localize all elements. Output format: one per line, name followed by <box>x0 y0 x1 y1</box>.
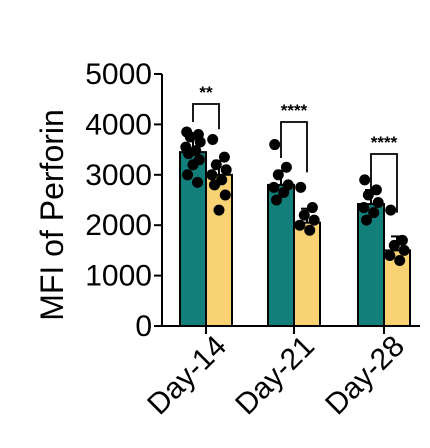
bar <box>205 173 233 327</box>
y-tick-label: 2000 <box>85 209 152 242</box>
data-point <box>295 181 307 193</box>
data-point <box>372 197 384 209</box>
data-point <box>268 181 280 193</box>
x-tick-label: Day-28 <box>319 330 411 422</box>
data-point <box>269 139 281 151</box>
data-point <box>210 159 222 171</box>
x-tick-label: Day-21 <box>229 330 321 422</box>
data-point <box>370 184 382 196</box>
data-point <box>358 202 370 214</box>
data-point <box>219 189 231 201</box>
y-tick-label: 0 <box>135 310 152 343</box>
significance-bracket <box>370 153 398 213</box>
bar <box>357 203 385 327</box>
data-point <box>368 207 380 219</box>
significance-bracket <box>280 121 308 173</box>
y-tick-label: 3000 <box>85 159 152 192</box>
bar <box>293 221 321 327</box>
bar <box>267 183 295 327</box>
significance-label: **** <box>371 133 398 152</box>
data-point <box>184 131 196 143</box>
data-point <box>272 169 284 181</box>
data-point <box>298 209 310 221</box>
significance-label: ** <box>199 83 213 102</box>
data-point <box>209 179 220 191</box>
data-point <box>359 174 371 186</box>
significance-label: **** <box>281 101 308 120</box>
data-point <box>388 239 400 251</box>
data-point <box>187 159 199 171</box>
significance-bracket <box>192 103 220 130</box>
y-axis-title: MFI of Perforin <box>34 109 70 321</box>
data-point <box>192 176 203 188</box>
data-point <box>271 194 282 206</box>
data-point <box>361 214 372 226</box>
data-point <box>213 204 225 216</box>
data-point <box>396 234 408 246</box>
data-point <box>384 249 396 261</box>
data-point <box>362 189 374 201</box>
data-point <box>385 204 397 216</box>
data-point <box>207 134 219 146</box>
data-point <box>398 244 410 256</box>
data-point <box>294 219 306 231</box>
data-point <box>394 254 406 266</box>
x-tick-label: Day-14 <box>141 330 233 422</box>
data-point <box>183 148 194 160</box>
data-point <box>218 151 230 163</box>
data-point <box>182 169 194 181</box>
data-point <box>194 136 206 148</box>
data-point <box>304 224 316 236</box>
data-point <box>308 214 320 226</box>
y-tick-label: 4000 <box>85 108 152 141</box>
data-point <box>220 164 232 176</box>
data-point <box>278 186 290 198</box>
data-point <box>306 202 318 214</box>
data-point <box>206 169 218 181</box>
y-tick-label: 1000 <box>85 260 152 293</box>
data-point <box>280 161 292 173</box>
y-tick-label: 5000 <box>85 58 152 91</box>
